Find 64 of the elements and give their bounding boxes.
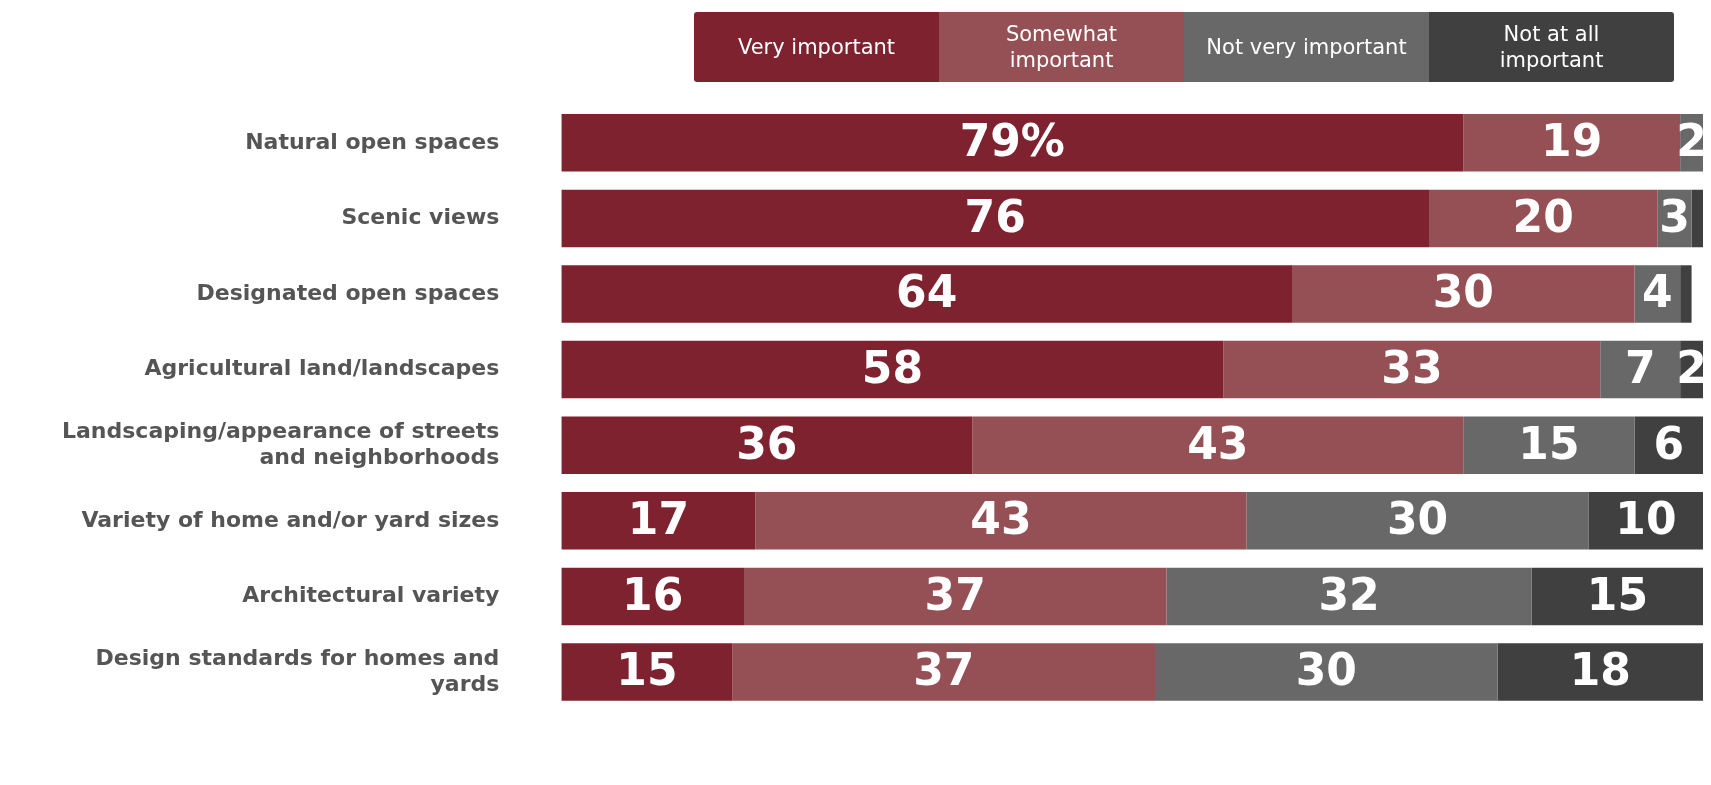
y-tick-label: Architectural variety [242, 582, 500, 608]
data-label: 79% [959, 115, 1065, 167]
bar [732, 643, 1155, 701]
data-label: 3 [1659, 190, 1690, 242]
bar [1463, 416, 1635, 474]
y-tick-label: Natural open spaces [245, 128, 500, 154]
data-label: 18 [1569, 644, 1631, 696]
bar [561, 643, 733, 701]
bar [1463, 114, 1681, 172]
data-label: 33 [1381, 342, 1443, 394]
bar [561, 416, 973, 474]
text: Very important [694, 12, 939, 82]
data-label: 4 [1642, 266, 1673, 318]
data-label: 6 [1653, 417, 1685, 469]
data-label: 58 [861, 342, 924, 394]
bar [1155, 643, 1498, 701]
data-label: 32 [1318, 568, 1380, 620]
bar [1246, 492, 1589, 550]
data-label: 30 [1432, 266, 1494, 318]
bar [1680, 265, 1692, 323]
data-label: 76 [964, 190, 1026, 242]
bar [1292, 265, 1635, 323]
y-tick-label: Scenic views [341, 204, 500, 230]
data-label: 37 [913, 644, 975, 696]
bar [1691, 189, 1703, 248]
text: Not at all important [1429, 12, 1674, 82]
bar [561, 114, 1464, 172]
data-label: 37 [924, 568, 986, 620]
data-label: 36 [736, 417, 798, 469]
bar [1497, 643, 1703, 701]
y-tick-label: Landscaping/appearance of streets and neighborhoods [61, 417, 500, 470]
bar [744, 567, 1167, 626]
bar [1429, 189, 1658, 248]
data-label: 15 [1586, 568, 1648, 620]
y-tick-label: Variety of home and/or yard sizes [81, 506, 500, 532]
data-label: 15 [616, 644, 678, 696]
bar [561, 265, 1292, 323]
data-label: 19 [1541, 115, 1603, 167]
data-label: 64 [896, 266, 958, 318]
data-label: 10 [1615, 493, 1677, 545]
y-tick-label: Designated open spaces [196, 279, 500, 305]
data-label: 2 [1676, 342, 1707, 394]
bar [561, 492, 756, 550]
bar [1166, 567, 1532, 626]
data-label: 17 [627, 493, 689, 545]
data-label: 43 [1187, 417, 1249, 469]
y-tick-label: Design standards for homes and yards [95, 644, 500, 696]
data-label: 30 [1295, 644, 1357, 696]
data-label: 2 [1676, 115, 1707, 167]
bar [1223, 340, 1601, 399]
text: Not very important [1184, 12, 1429, 82]
data-label: 30 [1386, 493, 1449, 545]
data-label: 7 [1624, 342, 1656, 394]
bar [1600, 340, 1681, 399]
bar [561, 340, 1224, 399]
y-tick-label: Agricultural land/landscapes [144, 355, 500, 381]
bar [755, 492, 1247, 550]
text: Somewhat important [939, 12, 1184, 82]
bar [561, 189, 1429, 248]
data-label: 16 [622, 568, 684, 620]
data-label: 20 [1512, 190, 1574, 242]
data-label: 43 [970, 493, 1032, 545]
bar [972, 416, 1464, 474]
data-label: 15 [1518, 417, 1580, 469]
